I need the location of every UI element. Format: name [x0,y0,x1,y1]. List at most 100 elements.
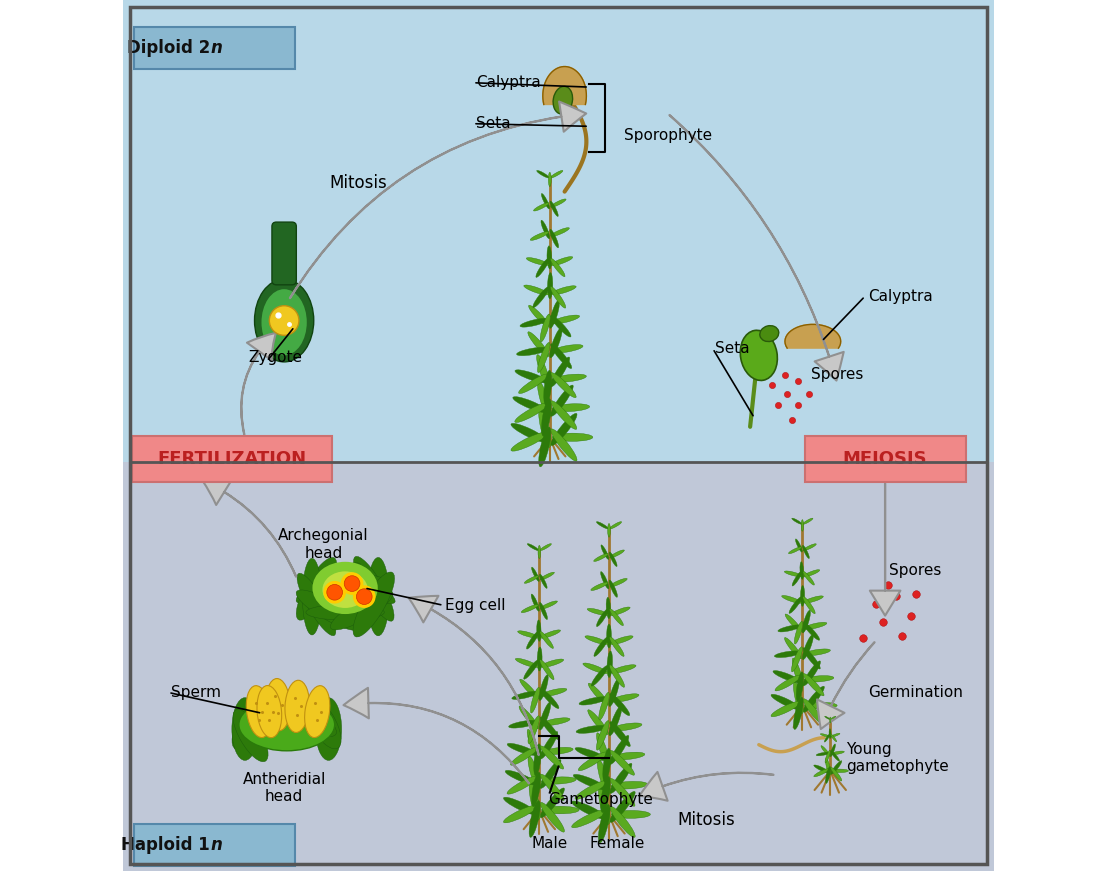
Ellipse shape [579,752,608,771]
Ellipse shape [537,647,542,671]
Ellipse shape [599,786,610,824]
Ellipse shape [825,766,831,783]
Ellipse shape [232,698,258,760]
Ellipse shape [542,399,551,436]
Ellipse shape [515,403,548,422]
Ellipse shape [609,580,618,598]
Ellipse shape [551,259,565,277]
Ellipse shape [548,172,551,186]
Ellipse shape [803,622,827,630]
Ellipse shape [305,696,341,749]
Ellipse shape [830,717,831,723]
Ellipse shape [777,625,801,632]
Ellipse shape [773,671,801,683]
Ellipse shape [607,651,612,678]
Ellipse shape [536,171,550,178]
Ellipse shape [610,779,634,807]
Ellipse shape [596,720,609,750]
Ellipse shape [526,258,548,266]
Ellipse shape [792,658,803,686]
Ellipse shape [596,522,609,529]
Ellipse shape [527,729,540,760]
Ellipse shape [801,585,804,606]
Ellipse shape [504,797,537,815]
Ellipse shape [599,692,609,720]
Ellipse shape [534,203,548,211]
Ellipse shape [610,722,630,746]
Ellipse shape [531,687,540,713]
Ellipse shape [341,572,363,595]
Ellipse shape [552,433,593,442]
Polygon shape [543,66,586,105]
Ellipse shape [541,688,566,697]
Ellipse shape [830,734,837,742]
Ellipse shape [542,807,579,814]
Ellipse shape [792,518,802,524]
Ellipse shape [551,257,573,266]
Ellipse shape [279,699,336,737]
Ellipse shape [524,576,538,584]
Ellipse shape [532,567,540,582]
Ellipse shape [551,171,563,178]
Ellipse shape [803,596,823,603]
Ellipse shape [536,354,550,388]
Ellipse shape [541,572,554,580]
Ellipse shape [507,776,537,794]
Ellipse shape [285,680,309,733]
Ellipse shape [541,659,564,667]
Ellipse shape [540,603,547,619]
Ellipse shape [804,702,837,709]
Ellipse shape [538,545,541,558]
Text: Mitosis: Mitosis [678,812,735,829]
Ellipse shape [296,563,361,604]
Ellipse shape [541,774,564,800]
Ellipse shape [297,573,336,636]
Ellipse shape [814,768,830,777]
Ellipse shape [610,807,636,837]
Ellipse shape [611,753,645,760]
Ellipse shape [252,706,321,726]
Ellipse shape [553,86,573,114]
FancyBboxPatch shape [804,436,966,482]
Ellipse shape [551,429,577,461]
Ellipse shape [610,550,624,557]
Ellipse shape [801,520,803,531]
Ellipse shape [353,572,394,637]
Ellipse shape [528,716,540,744]
Ellipse shape [524,660,538,679]
Text: n: n [211,836,223,854]
Ellipse shape [541,747,573,755]
Ellipse shape [551,227,570,236]
Ellipse shape [583,663,608,673]
Ellipse shape [814,765,830,773]
Ellipse shape [603,748,611,782]
Ellipse shape [536,258,550,277]
Ellipse shape [540,659,554,679]
Ellipse shape [784,638,802,658]
Ellipse shape [803,544,817,550]
Ellipse shape [541,802,564,832]
Ellipse shape [255,279,314,362]
Ellipse shape [313,562,378,614]
Ellipse shape [588,710,609,734]
Ellipse shape [532,594,540,611]
Ellipse shape [802,545,810,558]
Ellipse shape [610,751,634,775]
Ellipse shape [540,675,548,700]
Bar [123,0,994,462]
Ellipse shape [831,733,840,737]
Ellipse shape [550,327,562,358]
Ellipse shape [541,314,551,341]
Ellipse shape [552,315,580,324]
Ellipse shape [803,661,821,685]
Text: Calyptra: Calyptra [476,75,541,91]
Ellipse shape [831,767,842,781]
Ellipse shape [537,381,551,417]
Text: MEIOSIS: MEIOSIS [843,450,927,468]
Ellipse shape [532,773,541,807]
Ellipse shape [824,716,830,719]
Ellipse shape [760,326,779,341]
Bar [123,462,994,871]
Ellipse shape [572,801,608,820]
Ellipse shape [353,557,394,621]
